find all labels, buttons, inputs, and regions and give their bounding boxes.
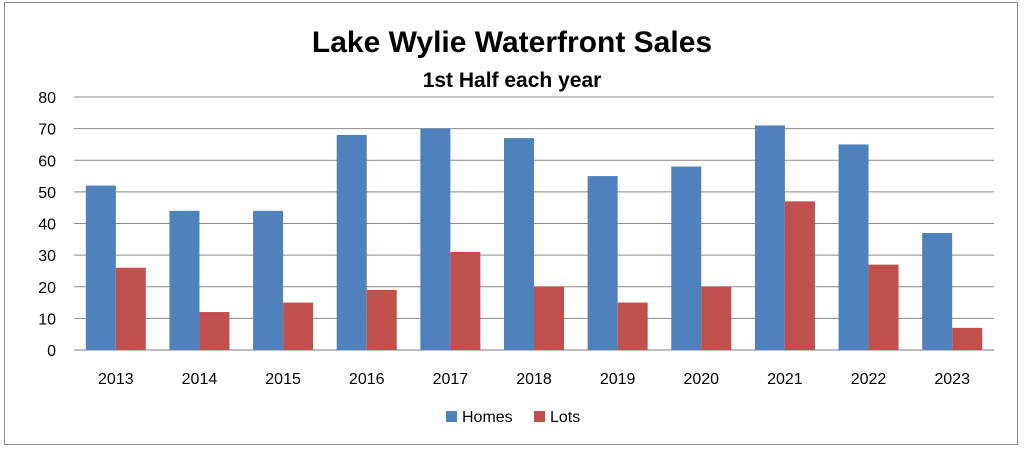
bar-homes-2019 <box>587 176 618 350</box>
x-tick-label: 2021 <box>767 371 803 388</box>
y-tick-label: 0 <box>47 343 56 360</box>
x-tick-label: 2023 <box>934 371 970 388</box>
legend-label-lots: Lots <box>550 409 580 426</box>
y-tick-label: 70 <box>38 122 56 139</box>
y-tick-label: 80 <box>38 90 56 107</box>
bar-lots-2014 <box>199 312 230 350</box>
legend-label-homes: Homes <box>462 409 513 426</box>
legend-swatch-lots <box>534 411 545 422</box>
x-tick-label: 2022 <box>851 371 887 388</box>
bar-lots-2021 <box>784 201 815 350</box>
x-tick-label: 2014 <box>182 371 218 388</box>
bar-lots-2017 <box>450 251 481 350</box>
y-axis-ticks: 0 10 20 30 40 50 60 70 80 <box>38 90 56 360</box>
bar-lots-2018 <box>534 286 564 350</box>
bar-lots-2016 <box>366 289 397 350</box>
x-tick-label: 2017 <box>433 371 469 388</box>
bar-homes-2017 <box>420 128 451 350</box>
bar-homes-2021 <box>754 125 785 351</box>
bar-lots-2023 <box>952 327 983 350</box>
bar-homes-2016 <box>336 134 367 350</box>
y-tick-label: 20 <box>38 280 56 297</box>
x-tick-label: 2019 <box>600 371 636 388</box>
y-tick-label: 50 <box>38 185 56 202</box>
bar-homes-2023 <box>922 232 953 350</box>
x-tick-label: 2015 <box>265 371 301 388</box>
bar-lots-2020 <box>701 286 732 350</box>
bar-homes-2022 <box>838 144 869 350</box>
x-tick-label: 2013 <box>98 371 134 388</box>
bar-homes-2013 <box>85 185 116 350</box>
x-tick-label: 2020 <box>683 371 719 388</box>
bar-homes-2015 <box>253 210 284 350</box>
y-tick-label: 30 <box>38 248 56 265</box>
y-tick-label: 60 <box>38 153 56 170</box>
legend-swatch-homes <box>446 411 457 422</box>
bar-lots-2019 <box>617 302 648 350</box>
bar-homes-2018 <box>504 138 534 350</box>
bar-lots-2022 <box>868 264 899 350</box>
chart-subtitle: 1st Half each year <box>423 69 602 92</box>
bar-lots-2013 <box>115 267 146 350</box>
bar-lots-2015 <box>283 302 314 350</box>
bars <box>85 125 983 351</box>
legend: Homes Lots <box>446 409 580 426</box>
x-tick-label: 2016 <box>349 371 385 388</box>
x-tick-label: 2018 <box>516 371 552 388</box>
y-tick-label: 10 <box>38 311 56 328</box>
bar-homes-2020 <box>671 166 702 350</box>
x-axis-ticks: 2013 2014 2015 2016 2017 2018 2019 2020 2021 2022… <box>98 371 970 388</box>
chart-title: Lake Wylie Waterfront Sales <box>312 26 712 59</box>
y-tick-label: 40 <box>38 217 56 234</box>
bar-homes-2014 <box>169 210 200 350</box>
